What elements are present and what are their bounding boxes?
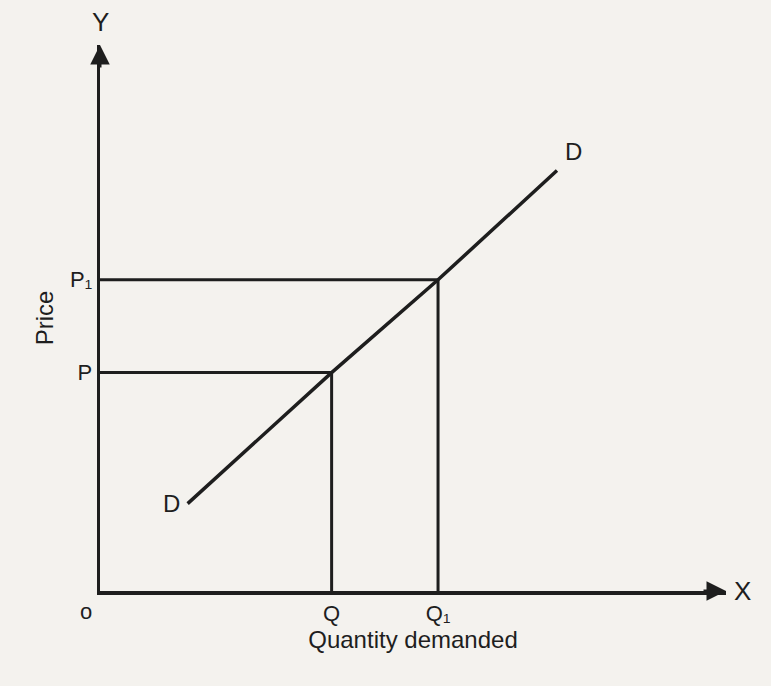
svg-text:Quantity demanded: Quantity demanded [308,626,517,653]
svg-text:Price: Price [31,291,58,346]
svg-text:D: D [565,138,582,165]
svg-text:Y: Y [92,7,109,37]
svg-text:P: P [77,360,92,385]
svg-text:o: o [80,599,92,624]
svg-text:Q: Q [323,601,340,626]
svg-text:X: X [734,576,751,606]
svg-text:Q₁: Q₁ [426,601,451,626]
svg-text:D: D [163,490,180,517]
svg-text:P₁: P₁ [70,267,92,292]
